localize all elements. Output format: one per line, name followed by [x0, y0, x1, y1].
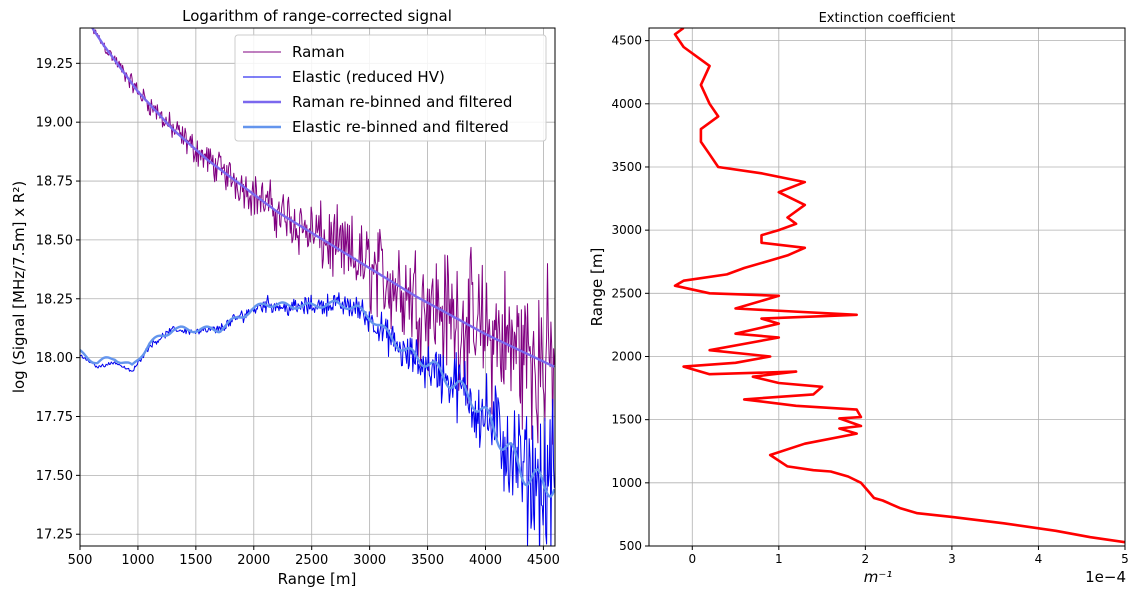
extinction-chart-y-tick-label: 2500 — [611, 286, 642, 300]
extinction-chart-x-ticks: 0 1 2 3 4 5 — [688, 546, 1129, 566]
legend-label: Elastic (reduced HV) — [292, 68, 445, 86]
extinction-chart-x-tick-label: 2 — [862, 552, 870, 566]
extinction-chart-x-tick-label: 4 — [1035, 552, 1043, 566]
signal-chart-x-tick-label: 2000 — [237, 553, 270, 568]
signal-chart-plot-area — [80, 28, 555, 546]
extinction-chart-grid — [649, 28, 1125, 546]
extinction-line — [673, 28, 1125, 544]
extinction-chart-y-tick-label: 1000 — [611, 476, 642, 490]
extinction-chart-y-tick-label: 1500 — [611, 413, 642, 427]
signal-chart-x-tick-label: 1000 — [121, 553, 154, 568]
signal-chart-y-tick-label: 17.75 — [36, 410, 73, 425]
signal-chart-y-tick-label: 19.00 — [36, 116, 73, 131]
signal-chart-y-tick-label: 18.00 — [36, 351, 73, 366]
extinction-chart-y-tick-label: 3000 — [611, 223, 642, 237]
signal-chart-frame — [79, 27, 556, 547]
signal-chart: 500 1000 1500 2000 2500 3000 3500 4000 4500 17.2… — [10, 7, 560, 588]
raman-line — [91, 28, 555, 445]
extinction-chart-title: Extinction coefficient — [819, 11, 956, 26]
extinction-chart-x-tick-label: 0 — [688, 552, 696, 566]
signal-chart-ylabel: log (Signal [MHz/7.5m] x R²) — [10, 181, 28, 393]
signal-chart-x-tick-label: 1500 — [179, 553, 212, 568]
signal-chart-y-tick-label: 18.50 — [36, 233, 73, 248]
signal-chart-y-tick-label: 19.25 — [36, 57, 73, 72]
signal-chart-y-tick-label: 17.25 — [36, 528, 73, 543]
extinction-chart-frame — [648, 27, 1126, 547]
legend-box — [234, 34, 547, 142]
signal-chart-x-tick-label: 4000 — [469, 553, 502, 568]
signal-chart-x-tick-label: 4500 — [527, 553, 560, 568]
signal-chart-y-tick-label: 18.25 — [36, 292, 73, 307]
signal-chart-xlabel: Range [m] — [278, 570, 357, 588]
extinction-chart-ylabel: Range [m] — [588, 248, 606, 327]
legend-label: Elastic re-binned and filtered — [292, 118, 509, 136]
extinction-chart-plot-area — [673, 28, 1125, 544]
signal-chart-y-tick-label: 17.50 — [36, 469, 73, 484]
signal-chart-y-ticks: 17.25 17.50 17.75 18.00 18.25 18.50 18.75 19.00… — [36, 57, 80, 543]
extinction-chart-y-ticks: 500 1000 1500 2000 2500 3000 3500 4000 4500 — [611, 34, 649, 553]
signal-chart-x-tick-label: 3000 — [353, 553, 386, 568]
legend-label: Raman re-binned and filtered — [292, 93, 512, 111]
extinction-chart-y-tick-label: 3500 — [611, 160, 642, 174]
signal-chart-x-tick-label: 2500 — [295, 553, 328, 568]
elastic-line — [80, 292, 555, 546]
extinction-chart-x-tick-label: 5 — [1121, 552, 1129, 566]
signal-chart-x-ticks: 500 1000 1500 2000 2500 3000 3500 4000 4500 — [68, 546, 560, 568]
extinction-chart-y-tick-label: 500 — [619, 539, 642, 553]
raman-filtered-line — [90, 28, 555, 368]
elastic-filtered-line — [80, 299, 555, 498]
extinction-chart-y-tick-label: 2000 — [611, 349, 642, 363]
extinction-chart: 0 1 2 3 4 5 500 1000 1500 2000 2500 3000 3500 4000 45… — [588, 11, 1129, 586]
extinction-chart-y-tick-label: 4500 — [611, 34, 642, 48]
signal-chart-x-tick-label: 3500 — [411, 553, 444, 568]
signal-chart-legend: Raman Elastic (reduced HV) Raman re-binned… — [234, 34, 547, 142]
extinction-chart-y-tick-label: 4000 — [611, 97, 642, 111]
extinction-chart-xlabel: m⁻¹ — [864, 568, 893, 586]
extinction-chart-offset-label: 1e−4 — [1085, 568, 1126, 586]
legend-label: Raman — [292, 43, 345, 61]
signal-chart-x-tick-label: 500 — [68, 553, 93, 568]
signal-chart-y-tick-label: 18.75 — [36, 175, 73, 190]
signal-chart-title: Logarithm of range-corrected signal — [182, 7, 452, 25]
extinction-chart-x-tick-label: 3 — [948, 552, 956, 566]
extinction-chart-x-tick-label: 1 — [775, 552, 783, 566]
